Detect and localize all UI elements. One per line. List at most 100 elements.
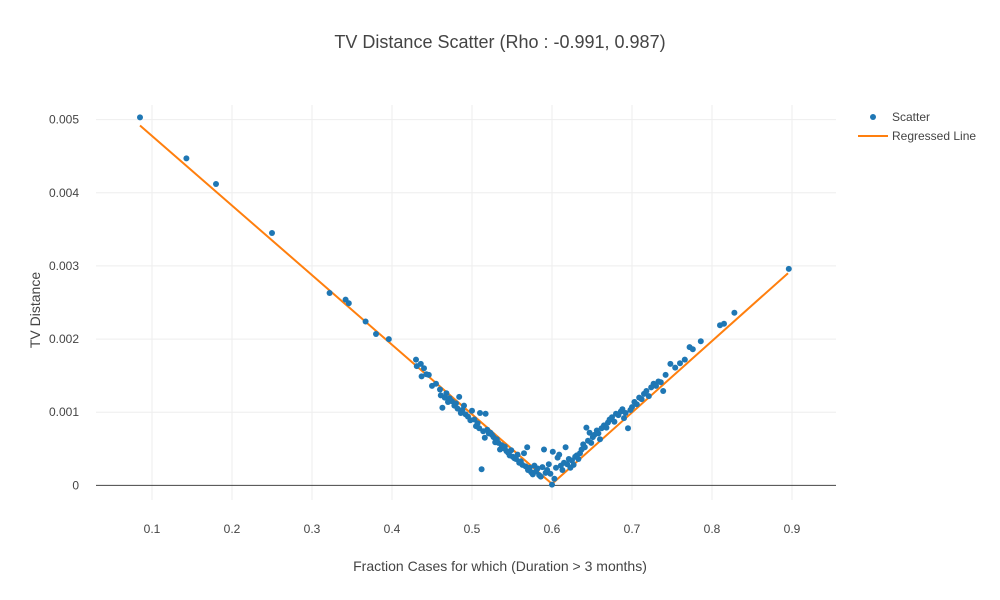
scatter-point: [425, 371, 432, 378]
legend-item-regressed-line[interactable]: Regressed Line: [858, 126, 976, 145]
scatter-point: [549, 481, 555, 488]
scatter-point: [418, 373, 425, 380]
scatter-point: [597, 436, 603, 443]
x-tick-label: 0.7: [624, 522, 641, 536]
x-tick-label: 0.5: [464, 522, 481, 536]
y-tick-label: 0.004: [49, 186, 79, 200]
scatter-point: [586, 429, 593, 436]
scatter-marker-icon: [858, 111, 888, 123]
x-tick-label: 0.1: [144, 522, 161, 536]
y-tick-label: 0.003: [49, 259, 79, 273]
scatter-point: [583, 424, 590, 431]
scatter-point: [482, 410, 489, 417]
line-marker-icon: [858, 130, 888, 142]
scatter-point: [461, 402, 467, 409]
scatter-point: [456, 393, 463, 400]
scatter-point: [269, 230, 275, 236]
scatter-point: [556, 451, 563, 458]
scatter-point: [453, 400, 459, 407]
scatter-point: [514, 451, 521, 458]
scatter-point: [681, 356, 688, 363]
scatter-point: [477, 410, 483, 416]
regressed-line: [139, 124, 789, 486]
scatter-point: [443, 390, 450, 397]
scatter-point: [638, 396, 645, 403]
scatter-point: [645, 393, 652, 400]
x-axis-label: Fraction Cases for which (Duration > 3 m…: [353, 558, 647, 574]
scatter-point: [524, 444, 531, 451]
scatter-point: [667, 360, 674, 367]
scatter-point: [433, 380, 439, 387]
y-axis-label: TV Distance: [27, 271, 43, 349]
scatter-point: [629, 404, 635, 411]
scatter-point: [689, 346, 696, 353]
scatter-point: [653, 382, 659, 389]
regression-layer: [139, 124, 789, 486]
scatter-point: [545, 461, 552, 468]
x-tick-label: 0.6: [544, 522, 561, 536]
scatter-point: [609, 414, 615, 421]
chart-title: TV Distance Scatter (Rho : -0.991, 0.987…: [334, 32, 666, 52]
scatter-point: [385, 336, 392, 343]
legend: Scatter Regressed Line: [858, 107, 976, 145]
scatter-point: [657, 379, 664, 386]
scatter-point: [469, 407, 475, 414]
scatter-point: [622, 410, 629, 416]
scatter-layer: [137, 114, 792, 488]
scatter-point: [575, 456, 582, 462]
scatter-point: [437, 386, 443, 393]
scatter-point: [421, 365, 427, 372]
scatter-point: [551, 475, 558, 482]
scatter-point: [345, 300, 352, 307]
scatter-point: [137, 114, 143, 121]
scatter-point: [559, 467, 566, 473]
scatter-point: [603, 424, 610, 431]
legend-label-regressed-line: Regressed Line: [892, 128, 977, 143]
axis-layer: 0.1 0.2 0.3 0.4 0.5 0.6 0.7 0.8 0.9 0 0.001 0.002 0.…: [49, 113, 801, 536]
scatter-point: [595, 430, 602, 437]
scatter-point: [413, 356, 419, 363]
scatter-point: [633, 401, 640, 408]
scatter-point: [662, 371, 669, 378]
x-tick-label: 0.2: [224, 522, 241, 536]
x-tick-label: 0.4: [384, 522, 401, 536]
scatter-point: [537, 473, 544, 480]
scatter-point: [588, 439, 595, 446]
y-tick-label: 0.001: [49, 405, 79, 419]
scatter-point: [581, 444, 588, 451]
x-tick-label: 0.3: [304, 522, 321, 536]
scatter-point: [731, 309, 738, 316]
scatter-point: [721, 320, 727, 327]
scatter-point: [570, 461, 577, 468]
scatter-point: [697, 338, 704, 345]
grid-layer: [96, 105, 836, 500]
scatter-point: [621, 415, 627, 422]
scatter-point: [326, 290, 333, 296]
scatter-point: [677, 360, 683, 367]
scatter-point: [521, 450, 527, 457]
scatter-point: [481, 434, 488, 441]
scatter-point: [562, 444, 569, 451]
scatter-point: [508, 447, 515, 454]
scatter-point: [373, 331, 379, 337]
scatter-point: [547, 470, 554, 477]
scatter-point: [549, 448, 556, 455]
y-tick-label: 0.005: [49, 113, 79, 127]
scatter-point: [611, 418, 618, 425]
legend-label-scatter: Scatter: [892, 109, 931, 124]
scatter-point: [541, 446, 547, 453]
scatter-point: [785, 265, 792, 272]
scatter-point: [417, 360, 424, 367]
scatter-point: [660, 388, 667, 394]
x-tick-label: 0.9: [784, 522, 801, 536]
x-tick-label: 0.8: [704, 522, 721, 536]
scatter-point: [439, 404, 446, 411]
scatter-point: [213, 181, 219, 187]
scatter-point: [362, 318, 369, 325]
legend-item-scatter[interactable]: Scatter: [858, 107, 976, 126]
scatter-point: [553, 464, 559, 471]
scatter-point: [625, 425, 631, 432]
scatter-point: [643, 388, 650, 394]
scatter-point: [478, 466, 485, 473]
